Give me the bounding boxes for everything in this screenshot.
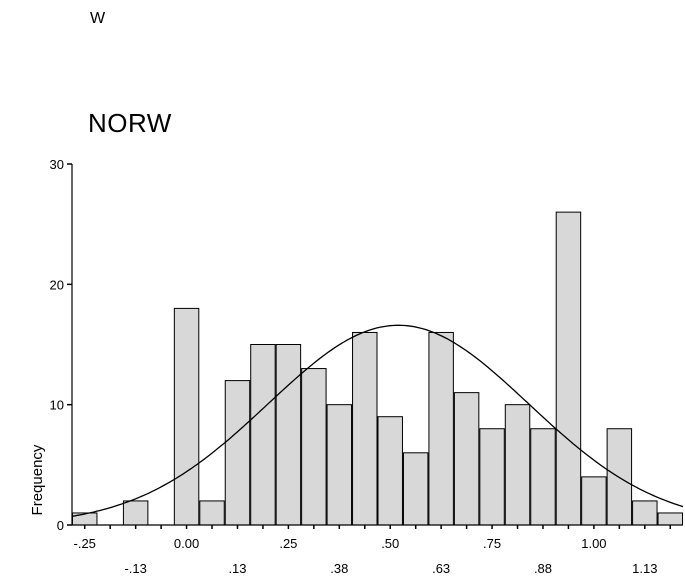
x-tick-label: .38 bbox=[330, 561, 348, 576]
stray-label: W bbox=[90, 10, 106, 27]
histogram-bar bbox=[326, 404, 353, 526]
histogram-bar bbox=[428, 331, 454, 526]
x-tick-label: .63 bbox=[432, 561, 450, 576]
histogram-bar bbox=[632, 500, 658, 526]
histogram-bar bbox=[377, 416, 403, 526]
y-tick-label: 30 bbox=[50, 157, 64, 172]
x-tick-label: -.13 bbox=[124, 561, 146, 576]
normal-curve bbox=[71, 324, 684, 517]
histogram-bar bbox=[224, 380, 251, 526]
histogram-bar bbox=[122, 500, 149, 526]
x-tick-label: .50 bbox=[381, 536, 399, 551]
histogram-bar bbox=[301, 368, 327, 526]
histogram-bar bbox=[453, 392, 480, 526]
histogram-bar bbox=[275, 344, 302, 526]
histogram-bar bbox=[199, 500, 225, 526]
x-tick-label: 1.00 bbox=[581, 536, 606, 551]
histogram-bar bbox=[479, 428, 505, 526]
histogram-bar bbox=[657, 512, 684, 526]
histogram-bar bbox=[352, 331, 378, 526]
y-axis-label: Frequency bbox=[29, 444, 46, 515]
x-tick-label: .75 bbox=[483, 536, 501, 551]
histogram-bar bbox=[555, 211, 582, 526]
histogram-bar bbox=[402, 452, 429, 526]
x-tick-label: .13 bbox=[228, 561, 246, 576]
histogram-bar bbox=[581, 476, 607, 526]
y-tick-label: 0 bbox=[57, 518, 64, 533]
histogram-bar bbox=[250, 344, 276, 526]
chart-title: NORW bbox=[88, 108, 172, 138]
histogram-bar bbox=[173, 307, 200, 526]
x-tick-label: 0.00 bbox=[174, 536, 199, 551]
x-tick-label: .25 bbox=[279, 536, 297, 551]
histogram-bar bbox=[72, 512, 98, 526]
histogram-bar bbox=[530, 428, 556, 526]
y-tick-label: 10 bbox=[50, 398, 64, 413]
x-tick-label: 1.13 bbox=[632, 561, 657, 576]
x-tick-label: .88 bbox=[534, 561, 552, 576]
x-tick-label: -.25 bbox=[74, 536, 96, 551]
y-tick-label: 20 bbox=[50, 277, 64, 292]
histogram-bar bbox=[504, 404, 531, 526]
